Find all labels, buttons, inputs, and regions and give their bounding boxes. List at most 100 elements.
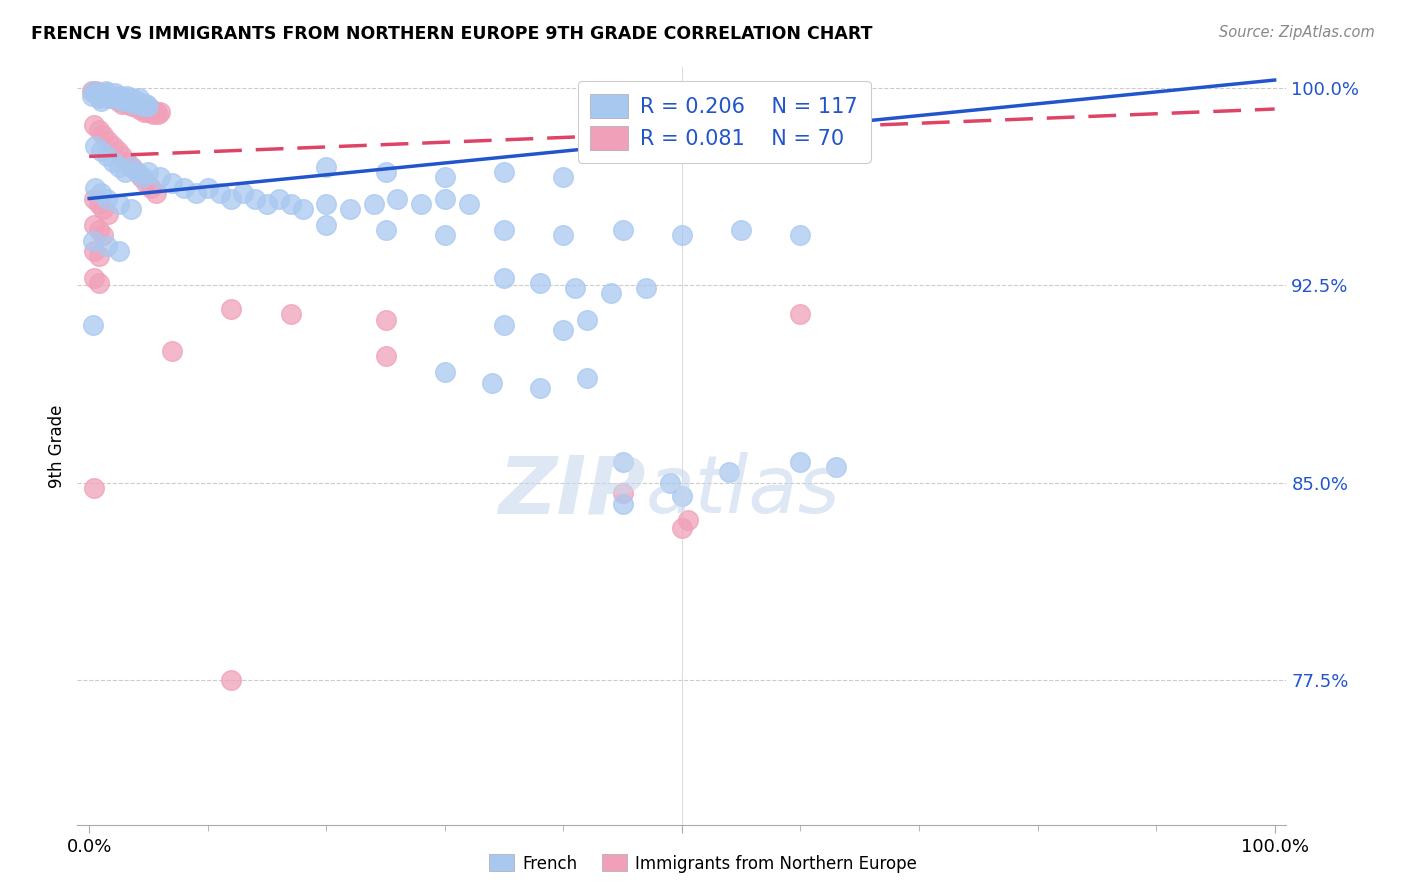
Point: [132, 99, 155, 113]
Point: [221, 302, 243, 317]
Point: [115, 154, 138, 169]
Point: [576, 370, 599, 384]
Point: [146, 107, 169, 121]
Point: [97, 207, 120, 221]
Point: [121, 160, 143, 174]
Point: [128, 91, 150, 105]
Point: [529, 381, 551, 395]
Point: [659, 475, 682, 490]
Point: [83, 192, 105, 206]
Point: [280, 307, 302, 321]
Point: [280, 196, 302, 211]
Point: [111, 149, 134, 163]
Point: [87, 249, 110, 263]
Point: [120, 160, 142, 174]
Point: [267, 192, 290, 206]
Point: [90, 87, 112, 101]
Point: [93, 88, 115, 103]
Point: [160, 176, 183, 190]
Point: [315, 196, 337, 211]
Point: [96, 192, 118, 206]
Point: [131, 170, 153, 185]
Point: [115, 96, 138, 111]
Point: [374, 223, 396, 237]
Point: [173, 181, 195, 195]
Point: [145, 104, 167, 119]
Point: [84, 84, 107, 98]
Point: [433, 170, 456, 185]
Point: [108, 91, 131, 105]
Y-axis label: 9th Grade: 9th Grade: [48, 404, 66, 488]
Point: [90, 186, 112, 201]
Point: [564, 281, 586, 295]
Point: [131, 99, 153, 113]
Point: [131, 96, 153, 111]
Point: [599, 286, 621, 301]
Point: [160, 344, 183, 359]
Point: [96, 239, 118, 253]
Point: [87, 223, 110, 237]
Point: [84, 139, 107, 153]
Point: [145, 186, 167, 201]
Point: [104, 88, 127, 103]
Point: [612, 497, 634, 511]
Point: [83, 84, 105, 98]
Point: [142, 107, 165, 121]
Point: [108, 88, 131, 103]
Point: [433, 192, 456, 206]
Point: [80, 88, 103, 103]
Point: [94, 87, 117, 101]
Point: [87, 276, 110, 290]
Point: [221, 192, 243, 206]
Point: [636, 281, 658, 295]
Point: [256, 196, 278, 211]
Point: [132, 104, 155, 119]
Point: [90, 144, 112, 158]
Point: [612, 223, 634, 237]
Point: [121, 99, 143, 113]
Point: [494, 270, 516, 285]
Point: [676, 513, 699, 527]
Point: [87, 196, 110, 211]
Point: [107, 91, 129, 105]
Point: [138, 104, 160, 119]
Point: [101, 88, 124, 103]
Point: [87, 88, 110, 103]
Point: [120, 202, 142, 216]
Point: [529, 276, 551, 290]
Point: [108, 196, 131, 211]
Point: [83, 218, 105, 232]
Point: [671, 520, 693, 534]
Point: [131, 170, 153, 185]
Text: ZIP: ZIP: [498, 452, 645, 531]
Point: [481, 376, 503, 390]
Point: [135, 176, 157, 190]
Point: [718, 466, 741, 480]
Point: [87, 91, 110, 105]
Point: [363, 196, 385, 211]
Point: [122, 96, 145, 111]
Point: [730, 223, 752, 237]
Point: [93, 128, 115, 143]
Point: [87, 123, 110, 137]
Point: [101, 91, 124, 105]
Point: [83, 244, 105, 259]
Point: [339, 202, 361, 216]
Point: [374, 165, 396, 179]
Point: [825, 460, 848, 475]
Point: [494, 223, 516, 237]
Text: atlas: atlas: [645, 452, 841, 531]
Point: [122, 96, 145, 111]
Point: [671, 489, 693, 503]
Point: [612, 486, 634, 500]
Point: [111, 94, 134, 108]
Point: [433, 228, 456, 243]
Point: [93, 202, 115, 216]
Point: [114, 165, 136, 179]
Text: FRENCH VS IMMIGRANTS FROM NORTHERN EUROPE 9TH GRADE CORRELATION CHART: FRENCH VS IMMIGRANTS FROM NORTHERN EUROP…: [31, 25, 873, 43]
Point: [82, 318, 104, 332]
Point: [315, 160, 337, 174]
Point: [576, 312, 599, 326]
Point: [118, 94, 141, 108]
Point: [221, 673, 243, 688]
